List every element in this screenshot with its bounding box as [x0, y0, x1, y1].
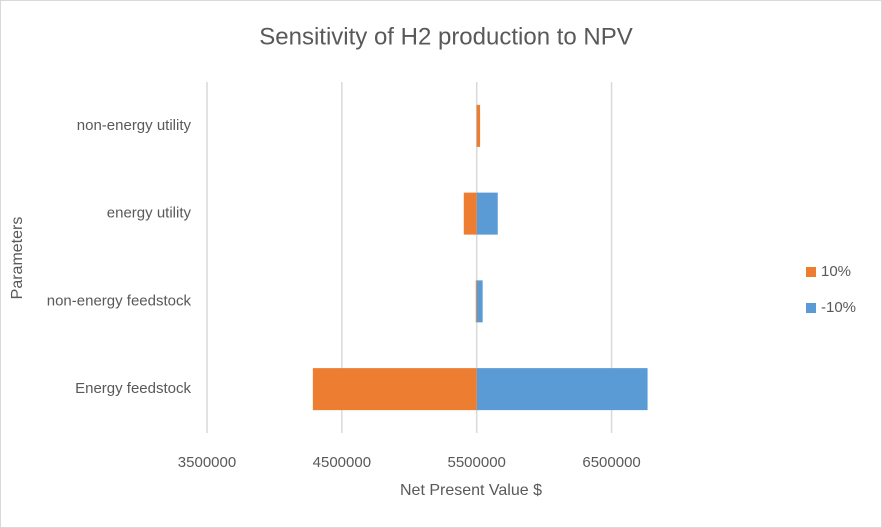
y-tick-label: non-energy utility: [77, 117, 192, 134]
y-tick-label: Energy feedstock: [75, 380, 191, 397]
legend-label: 10%: [821, 263, 851, 280]
x-tick-label: 6500000: [582, 454, 640, 471]
bar: [476, 368, 648, 411]
y-tick-label: non-energy feedstock: [47, 292, 192, 309]
bar: [463, 192, 477, 235]
y-axis-label: Parameters: [9, 217, 26, 300]
bar: [475, 280, 477, 323]
legend-swatch: [806, 303, 816, 313]
bar: [476, 192, 498, 235]
bar: [476, 104, 481, 147]
chart-title: Sensitivity of H2 production to NPV: [259, 23, 633, 50]
y-tick-label: energy utility: [107, 205, 192, 222]
x-tick-label: 4500000: [313, 454, 371, 471]
x-tick-label: 3500000: [178, 454, 236, 471]
bar: [312, 368, 477, 411]
bar: [476, 280, 483, 323]
legend-label: -10%: [821, 299, 856, 316]
x-axis-label: Net Present Value $: [400, 482, 542, 499]
legend-swatch: [806, 267, 816, 277]
x-tick-label: 5500000: [448, 454, 506, 471]
